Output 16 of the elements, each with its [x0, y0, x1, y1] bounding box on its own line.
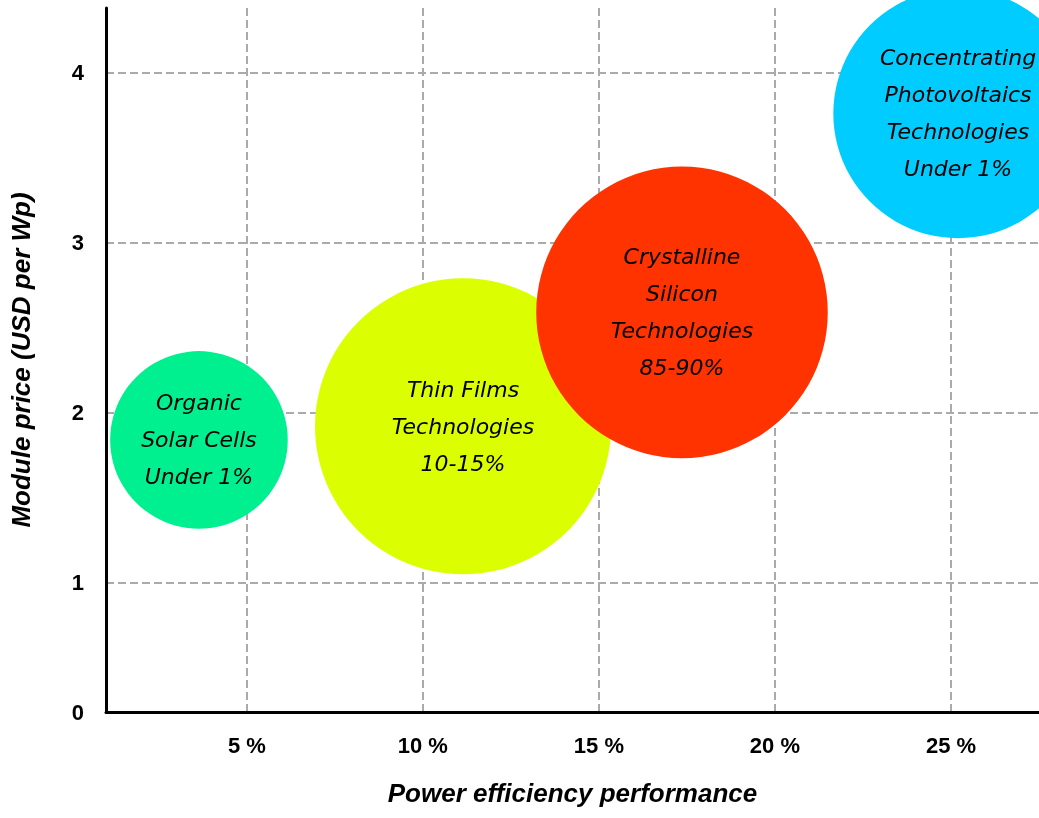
x-axis-title: Power efficiency performance: [387, 778, 758, 808]
x-tick-label: 25 %: [925, 732, 977, 758]
y-tick-label: 3: [71, 230, 84, 256]
x-tick-label: 5 %: [227, 732, 266, 758]
y-tick-label: 0: [71, 699, 84, 725]
series-label: Concentrating Photovoltaics Technologies Under 1%: [879, 45, 1037, 182]
x-tick-label: 20 %: [749, 732, 801, 758]
y-tick-label: 1: [71, 570, 84, 596]
series-label: Organic Solar Cells Under 1%: [141, 390, 257, 490]
y-tick-label: 2: [71, 400, 84, 426]
series-label: Thin Films Technologies 10-15%: [391, 376, 535, 476]
x-tick-label: 10 %: [397, 732, 448, 758]
y-tick-label: 4: [71, 60, 85, 86]
x-tick-label: 15 %: [573, 732, 624, 758]
y-axis-title: Module price (USD per Wp): [6, 192, 36, 528]
series-label: Crystalline Silicon Technologies 85-90%: [610, 244, 754, 381]
